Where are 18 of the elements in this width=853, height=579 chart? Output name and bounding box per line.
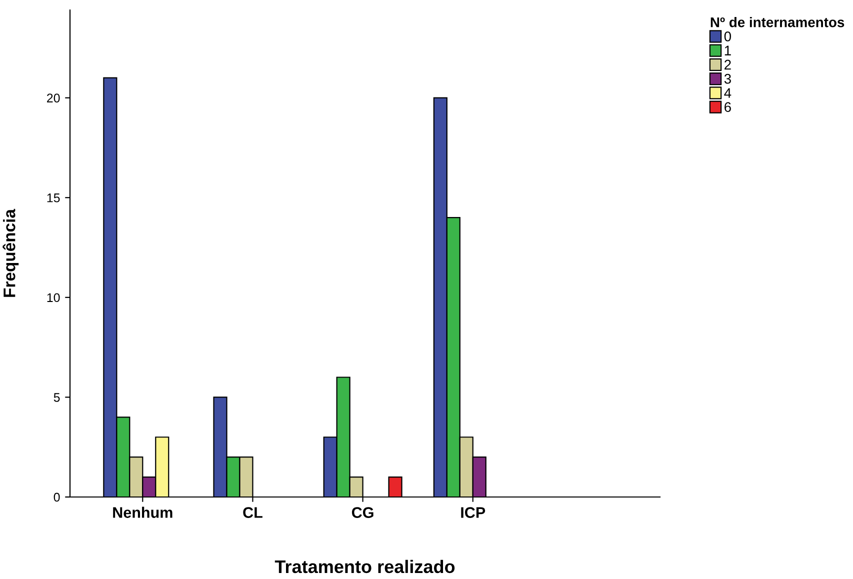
legend-label: 2 (724, 60, 731, 70)
x-tick-label: Nenhum (113, 506, 172, 518)
x-tick-label: ICP (461, 507, 486, 518)
x-axis-title: Tratamento realizado (274, 560, 455, 574)
y-tick-label: 10 (47, 293, 60, 302)
legend-label: 6 (724, 102, 731, 112)
legend-title: Nº de internamentos (710, 17, 844, 28)
x-tick-label: CG (352, 507, 374, 518)
legend-label: 1 (724, 46, 731, 56)
legend-label: 3 (724, 74, 731, 84)
y-tick-label: 20 (47, 94, 60, 102)
y-axis-title: Frequência (2, 208, 19, 297)
legend-label: 0 (724, 32, 732, 42)
y-tick-label: 15 (47, 194, 60, 202)
legend-label: 4 (724, 88, 732, 98)
y-tick-label: 0 (54, 492, 60, 502)
y-tick-label: 5 (54, 393, 60, 402)
x-tick-label: CL (243, 507, 262, 518)
